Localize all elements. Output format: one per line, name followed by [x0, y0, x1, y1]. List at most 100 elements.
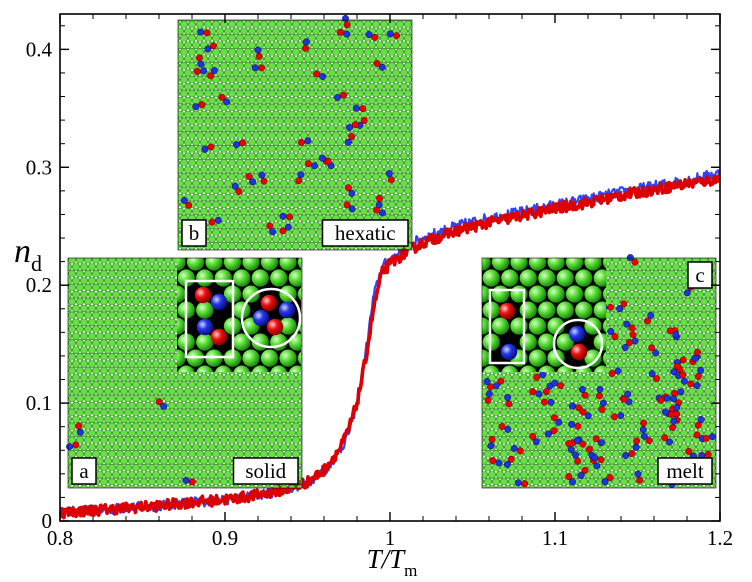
defect-particle — [192, 103, 200, 111]
zoom-particle — [159, 237, 176, 254]
zoom-particle — [223, 258, 242, 271]
defect-particle — [670, 417, 678, 425]
zoom-particle — [482, 317, 491, 335]
defect-particle — [542, 388, 550, 396]
defect-particle — [547, 398, 555, 406]
defect-particle — [584, 412, 592, 420]
defect-particle — [378, 209, 386, 217]
x-tick-label: 1 — [385, 526, 396, 550]
zoom-particle — [556, 301, 574, 319]
defect-particle — [295, 177, 303, 185]
defect-particle — [210, 42, 217, 50]
defect-particle — [279, 227, 287, 235]
defect-particle — [200, 67, 208, 75]
zoom-particle — [584, 349, 602, 367]
inset-phase-label: melt — [666, 459, 703, 483]
defect-particle — [610, 413, 618, 421]
zoom-particle — [547, 317, 565, 335]
zoom-particle — [565, 285, 584, 303]
defect-particle — [691, 354, 699, 362]
zoom-particle — [538, 237, 555, 254]
defect-particle — [336, 28, 344, 36]
data-point-cooling — [347, 427, 351, 431]
defect-particle — [598, 406, 606, 413]
defect-particle — [544, 430, 552, 438]
zoom-particle — [464, 237, 481, 254]
zoom-particle — [482, 365, 500, 372]
zoom-particle — [538, 301, 556, 319]
x-axis-label: T/Tm — [367, 544, 418, 580]
defect-particle — [487, 383, 494, 391]
zoom-particle — [519, 301, 537, 319]
defect-particle — [568, 420, 576, 428]
zoom-particle — [547, 258, 565, 271]
defect-particle — [679, 356, 687, 364]
defect-particle — [596, 385, 604, 393]
defect-particle — [492, 382, 500, 390]
defect-particle — [72, 441, 80, 449]
defect-particle — [636, 476, 644, 484]
zoom-particle — [316, 253, 333, 270]
defect-particle — [648, 370, 656, 378]
defect-particle — [622, 452, 630, 459]
defect-particle — [575, 404, 583, 412]
zoom-particle — [556, 269, 574, 287]
data-point-cooling — [363, 360, 367, 364]
highlight-rectangle — [184, 279, 235, 359]
defect-particle — [574, 457, 582, 465]
defect-particle — [342, 14, 349, 22]
zoom-particle — [316, 285, 333, 302]
inset-letter-label: b — [189, 221, 200, 245]
defect-particle — [504, 394, 512, 401]
defect-particle — [266, 222, 274, 230]
defect-particle — [203, 29, 211, 37]
defect-particle — [76, 428, 84, 436]
series-layer — [60, 169, 720, 520]
defect-particle — [597, 439, 605, 447]
zoom-particle — [483, 237, 500, 254]
zoom-particle — [501, 365, 519, 372]
zoom-particle — [547, 285, 565, 303]
y-axis-label: nd — [14, 233, 42, 276]
defect-particle — [693, 382, 701, 390]
zoom-particle — [186, 258, 205, 271]
series-line-cooling — [60, 174, 720, 520]
zoom-particle — [177, 365, 195, 372]
defect-particle — [66, 443, 73, 451]
defect-particle — [387, 176, 395, 184]
defect-particle — [607, 328, 615, 335]
zoom-particle — [575, 269, 593, 287]
x-tick-label: 0.9 — [212, 526, 238, 550]
zoom-particle — [205, 258, 223, 271]
defect-particle — [510, 445, 518, 452]
zoom-particle — [307, 366, 324, 383]
data-point-cooling — [355, 401, 359, 405]
defect-particle — [393, 32, 401, 40]
data-point-cooling — [487, 221, 491, 225]
zoom-particle — [326, 334, 343, 351]
zoom-particle — [455, 285, 472, 302]
defect-particle — [555, 418, 563, 426]
zoom-particle — [307, 334, 324, 351]
defect-particle — [670, 368, 678, 376]
defect-particle — [155, 398, 163, 406]
inset-letter-label: c — [695, 263, 704, 287]
zoom-particle — [307, 269, 324, 286]
defect-particle — [182, 476, 190, 484]
defect-particle — [532, 438, 540, 446]
zoom-defect-particle — [570, 343, 588, 361]
defect-particle — [233, 141, 240, 149]
defect-particle — [623, 320, 631, 328]
defect-particle — [673, 404, 681, 411]
defect-particle — [529, 388, 537, 396]
zoom-particle — [593, 269, 606, 287]
zoom-particle — [528, 285, 547, 303]
data-point-cooling — [256, 493, 260, 497]
zoom-particle — [270, 365, 288, 372]
defect-particle — [245, 172, 253, 180]
x-tick-label: 0.8 — [47, 526, 73, 550]
defect-particle — [197, 28, 205, 36]
defect-particle — [687, 380, 695, 388]
zoom-particle — [260, 258, 279, 271]
defect-particle — [565, 440, 573, 447]
